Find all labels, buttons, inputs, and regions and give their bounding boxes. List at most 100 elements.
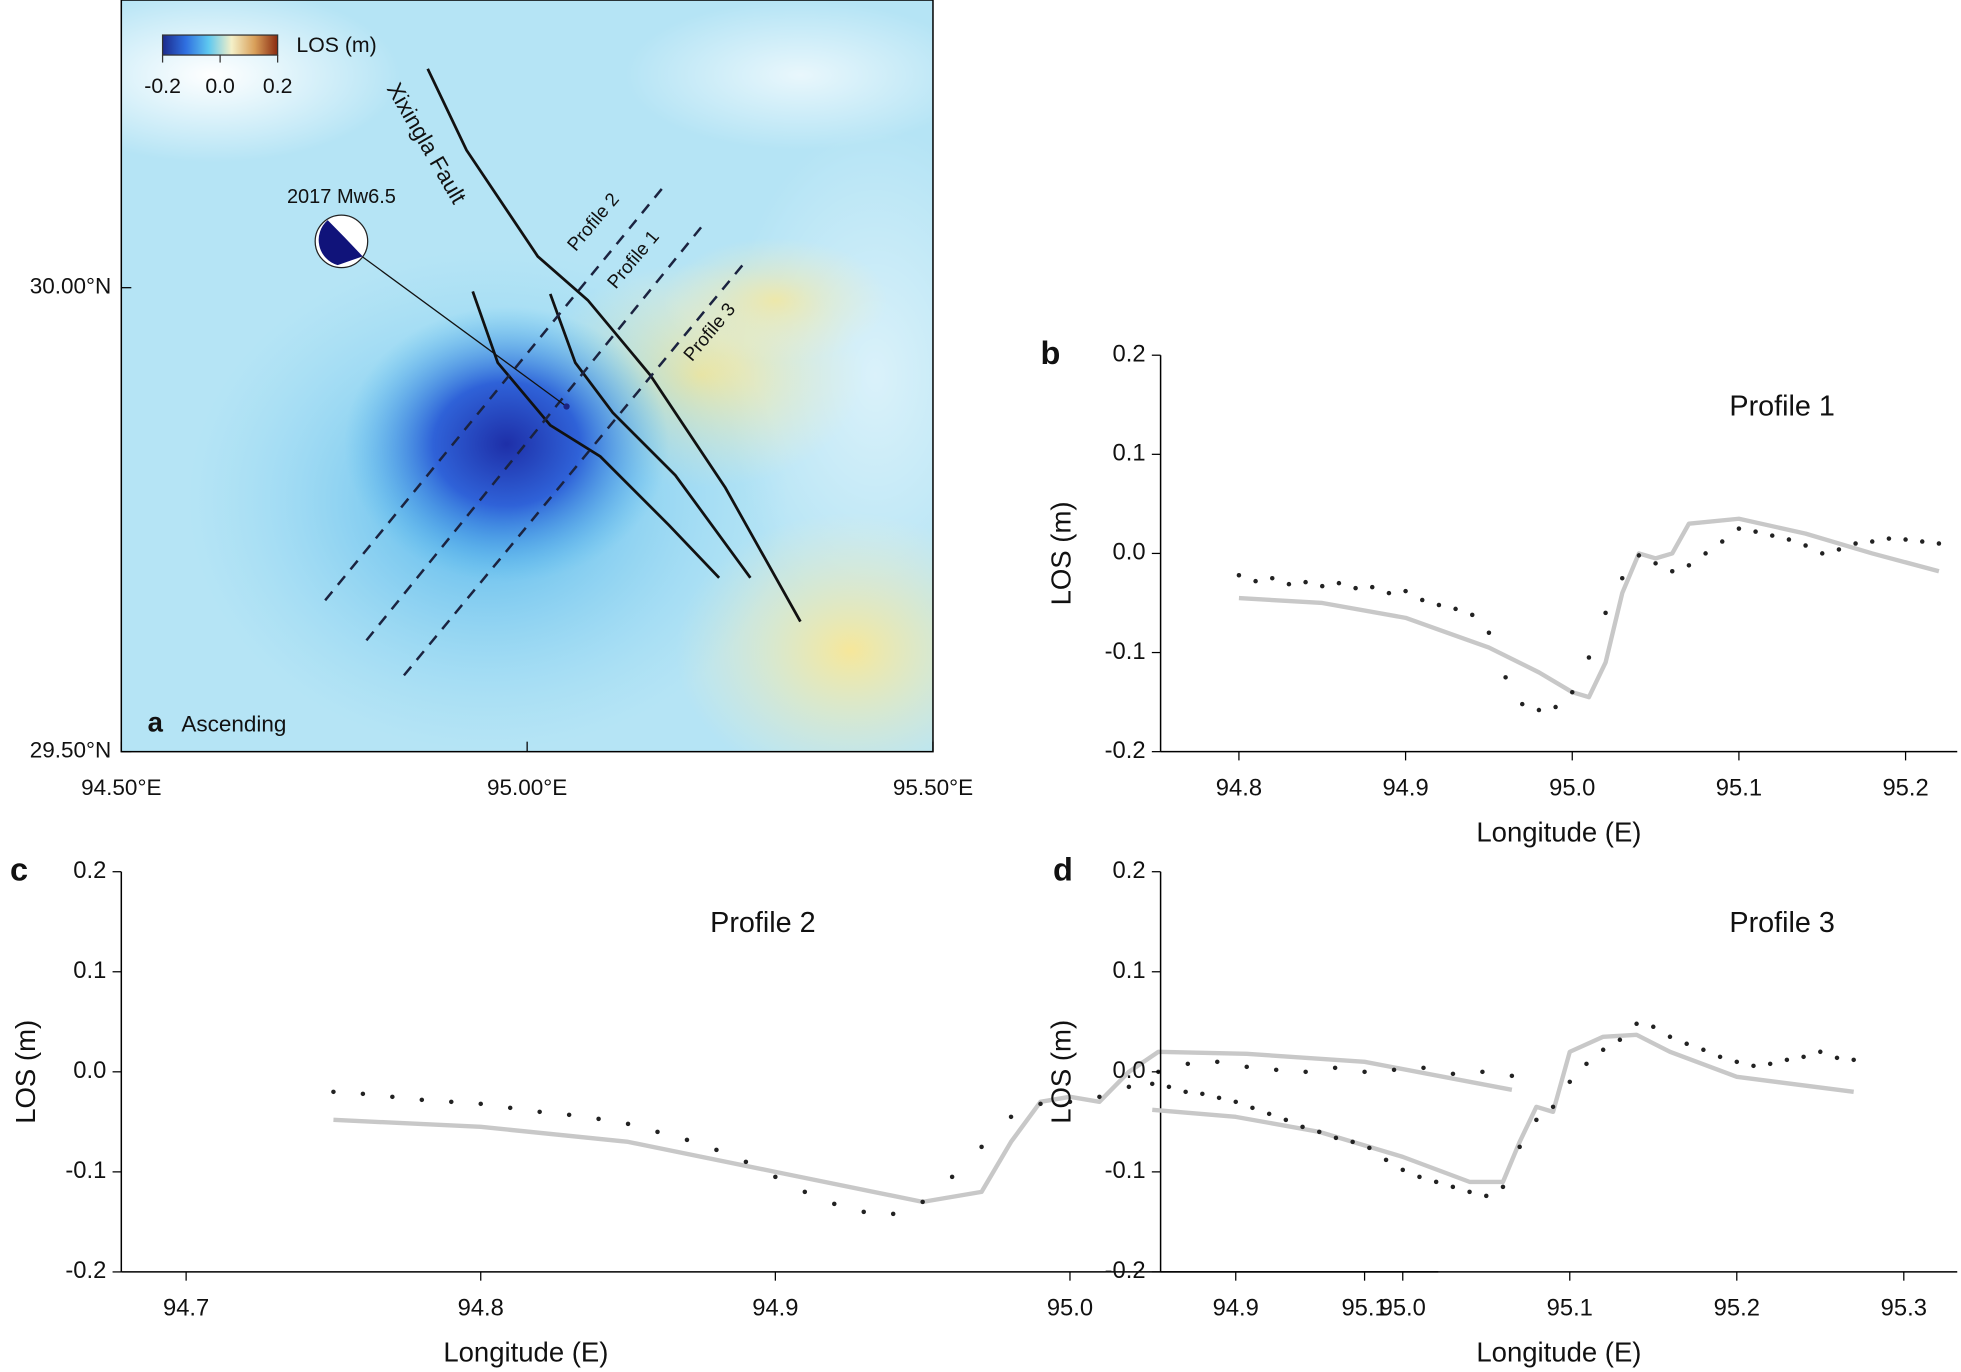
observation-point bbox=[1584, 1061, 1589, 1067]
observation-point bbox=[979, 1144, 984, 1150]
observation-point bbox=[1370, 584, 1375, 590]
colorbar-tick-label: -0.2 bbox=[144, 74, 181, 98]
observation-point bbox=[1097, 1094, 1102, 1100]
observation-point bbox=[1166, 1084, 1172, 1090]
observation-point bbox=[1651, 1024, 1656, 1030]
colorbar-label: LOS (m) bbox=[296, 33, 376, 57]
observation-point bbox=[1634, 1021, 1639, 1027]
observation-point bbox=[832, 1201, 837, 1207]
observation-point bbox=[1185, 1061, 1191, 1067]
observation-point bbox=[1362, 1069, 1367, 1075]
observation-point bbox=[1936, 541, 1942, 546]
observation-point bbox=[920, 1199, 925, 1205]
observation-point bbox=[1266, 1111, 1272, 1117]
y-tick-label: 0.1 bbox=[1113, 440, 1146, 467]
observation-point bbox=[1503, 675, 1508, 680]
observation-point bbox=[861, 1209, 866, 1215]
observation-point bbox=[1486, 630, 1492, 635]
observation-point bbox=[1253, 578, 1258, 584]
observation-point bbox=[1570, 689, 1575, 695]
observation-point bbox=[1433, 1179, 1439, 1185]
observation-point bbox=[1436, 602, 1442, 608]
observation-point bbox=[1400, 1167, 1406, 1173]
observation-point bbox=[1603, 610, 1608, 616]
observation-point bbox=[1126, 1084, 1132, 1090]
y-tick-label: 0.0 bbox=[1113, 1057, 1146, 1084]
y-tick-label: -0.1 bbox=[65, 1157, 106, 1184]
epicenter-link bbox=[341, 240, 567, 407]
panel-title: Profile 3 bbox=[1729, 907, 1834, 939]
model-line bbox=[1238, 516, 1940, 700]
observation-point bbox=[1270, 575, 1275, 581]
observation-point bbox=[684, 1137, 690, 1143]
y-tick-label: 29.50°N bbox=[30, 738, 112, 763]
profile-panel: -0.2 -0.1 0.0 0.1 0.2 94.8 94.9 95.0 95.1 95.2 Pro… bbox=[1041, 335, 1958, 847]
observation-point bbox=[1834, 1055, 1840, 1061]
x-tick-label: 95.00°E bbox=[487, 775, 567, 800]
x-tick-label: 94.9 bbox=[1213, 1295, 1259, 1322]
observation-point bbox=[331, 1089, 336, 1095]
observation-point bbox=[1450, 1071, 1456, 1077]
event-label: 2017 Mw6.5 bbox=[287, 186, 396, 208]
observation-point bbox=[1216, 1095, 1222, 1101]
observation-point bbox=[390, 1094, 395, 1100]
observation-point bbox=[478, 1101, 483, 1107]
observation-point bbox=[1751, 1063, 1756, 1069]
x-tick-label: 94.9 bbox=[1382, 774, 1428, 801]
observation-point bbox=[1801, 1054, 1806, 1060]
epicenter bbox=[563, 403, 570, 410]
x-axis-label: Longitude (E) bbox=[443, 1337, 608, 1368]
x-tick-label: 95.0 bbox=[1380, 1295, 1426, 1322]
observation-point bbox=[360, 1091, 366, 1097]
observation-point bbox=[1753, 529, 1758, 534]
observation-point bbox=[1719, 539, 1725, 544]
observation-point bbox=[1686, 563, 1692, 568]
observation-point bbox=[1617, 1037, 1623, 1043]
faults bbox=[426, 68, 802, 623]
focal-mechanism-fill bbox=[318, 220, 363, 266]
observation-point bbox=[1886, 536, 1892, 541]
y-tick-label: -0.2 bbox=[1105, 1257, 1146, 1284]
observation-point bbox=[507, 1105, 513, 1111]
observation-point bbox=[1333, 1135, 1339, 1141]
observation-point bbox=[1236, 572, 1242, 578]
observation-point bbox=[1149, 1081, 1155, 1087]
observation-point bbox=[1244, 1064, 1249, 1070]
observation-point bbox=[1836, 547, 1842, 552]
x-axis-label: Longitude (E) bbox=[1476, 816, 1641, 847]
observation-point bbox=[949, 1174, 955, 1180]
observation-point bbox=[1386, 590, 1392, 596]
observation-point bbox=[1480, 1069, 1485, 1075]
observation-point bbox=[1684, 1041, 1689, 1047]
observation-point bbox=[566, 1112, 572, 1118]
observation-point bbox=[1484, 1193, 1489, 1199]
observation-point bbox=[655, 1129, 660, 1135]
observation-point bbox=[1353, 585, 1358, 591]
x-tick-label: 95.1 bbox=[1341, 1295, 1387, 1322]
observation-point bbox=[1421, 1065, 1426, 1071]
observation-point bbox=[1803, 543, 1808, 548]
y-tick-label: -0.2 bbox=[65, 1257, 106, 1284]
x-tick-label: 94.50°E bbox=[81, 775, 161, 800]
observation-point bbox=[1717, 1054, 1723, 1060]
observation-point bbox=[1320, 583, 1325, 589]
observation-point bbox=[1453, 606, 1458, 612]
map-panel: Xixingla Fault 2017 Mw6.5 Profile 2 Prof… bbox=[30, 0, 973, 800]
observation-point bbox=[1636, 553, 1642, 558]
observation-point bbox=[1403, 588, 1408, 594]
panel-label: d bbox=[1053, 851, 1073, 887]
observation-point bbox=[1367, 1145, 1372, 1151]
observation-point bbox=[1500, 1184, 1506, 1190]
observation-point bbox=[1670, 569, 1675, 574]
model-line bbox=[333, 1049, 1513, 1205]
panel-title: Profile 2 bbox=[710, 907, 815, 939]
observation-point bbox=[1350, 1139, 1355, 1145]
observation-point bbox=[1420, 597, 1425, 603]
x-tick-label: 94.7 bbox=[163, 1295, 209, 1322]
observation-point bbox=[773, 1174, 778, 1180]
observation-point bbox=[1286, 581, 1292, 587]
y-tick-label: 0.2 bbox=[73, 857, 106, 884]
y-axis-label: LOS (m) bbox=[1045, 1020, 1076, 1124]
observation-point bbox=[1273, 1067, 1279, 1073]
observation-point bbox=[1200, 1091, 1205, 1097]
